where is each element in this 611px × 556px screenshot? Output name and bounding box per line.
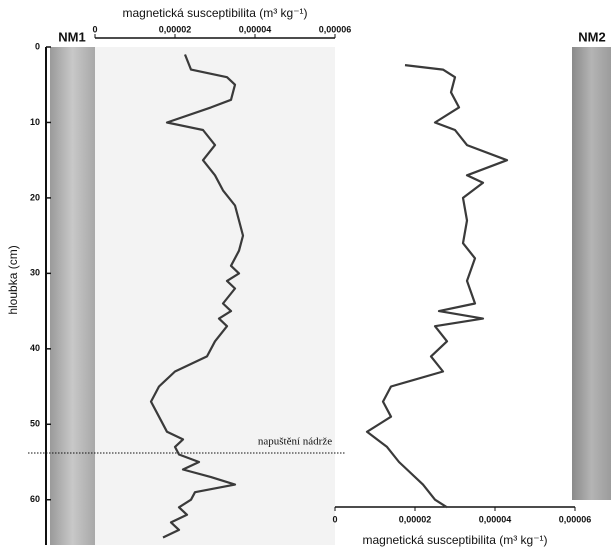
core-photo (50, 47, 95, 545)
x-tick-label: 0,00004 (479, 514, 512, 524)
y-tick-label: 20 (30, 192, 40, 202)
profile-line (149, 54, 245, 539)
y-tick-label: 0 (35, 41, 40, 51)
x-tick-label: 0,00002 (399, 514, 432, 524)
profile-line (365, 64, 509, 509)
y-tick-label: 10 (30, 117, 40, 127)
x-axis-label: magnetická susceptibilita (m³ kg⁻¹) (122, 6, 307, 20)
x-tick-label: 0 (332, 514, 337, 524)
y-axis-label: hloubka (cm) (6, 245, 20, 314)
core-label: NM2 (578, 29, 605, 44)
x-tick-label: 0,00004 (239, 24, 272, 34)
y-tick-label: 40 (30, 343, 40, 353)
core-photo (572, 47, 611, 500)
x-tick-label: 0 (92, 24, 97, 34)
annotation-text: napuštění nádrže (258, 435, 332, 447)
core-label: NM1 (58, 29, 85, 44)
y-tick-label: 50 (30, 419, 40, 429)
x-tick-label: 0,00002 (159, 24, 192, 34)
x-axis-label: magnetická susceptibilita (m³ kg⁻¹) (362, 533, 547, 547)
plot-background (95, 47, 335, 545)
y-tick-label: 30 (30, 268, 40, 278)
x-tick-label: 0,00006 (559, 514, 592, 524)
x-tick-label: 0,00006 (319, 24, 352, 34)
y-tick-label: 60 (30, 494, 40, 504)
